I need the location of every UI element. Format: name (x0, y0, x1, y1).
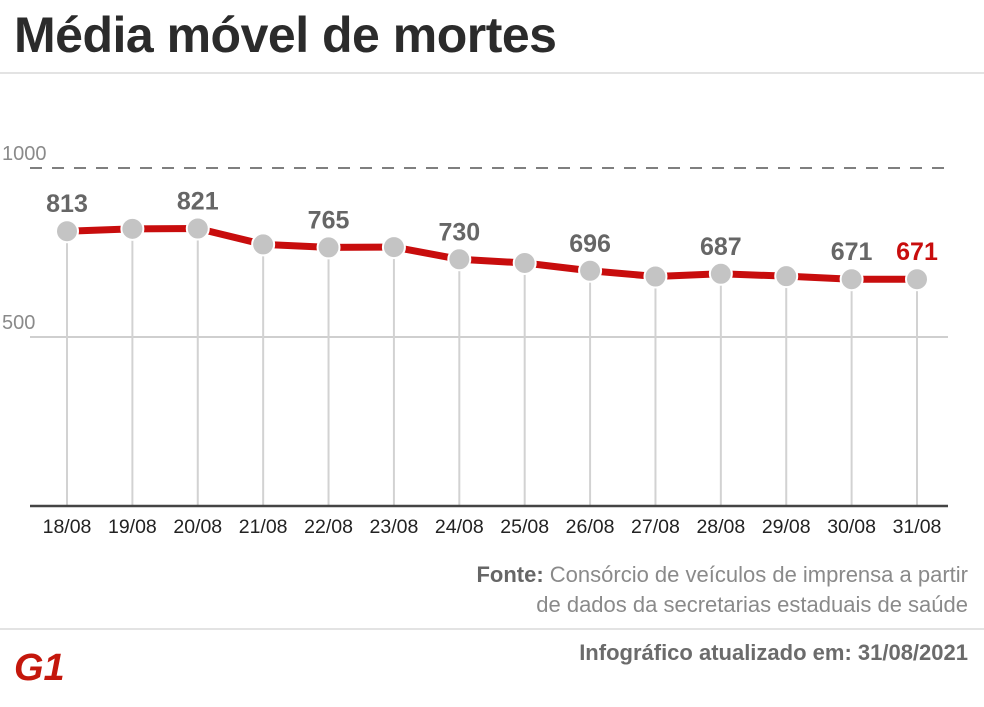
data-point (839, 267, 864, 292)
data-point (447, 247, 472, 272)
data-point (55, 219, 79, 244)
x-tick-label: 29/08 (762, 516, 811, 538)
data-point (905, 267, 929, 292)
x-tick-label: 18/08 (43, 516, 92, 538)
x-tick-label: 21/08 (239, 516, 288, 538)
x-tick-label: 20/08 (173, 516, 222, 538)
data-label: 671 (831, 238, 873, 266)
data-point (578, 258, 603, 283)
x-tick-label: 26/08 (566, 516, 615, 538)
g1-logo-text: G1 (14, 647, 65, 686)
updated-note: Infográfico atualizado em: 31/08/2021 (579, 640, 968, 665)
x-tick-label: 22/08 (304, 516, 353, 538)
data-label: 821 (177, 188, 219, 216)
line-chart: 1000 500 813 821 765 730 696 687 671 671 18/08 19/0… (2, 143, 948, 538)
x-tick-label: 28/08 (696, 516, 745, 538)
chart-title: Média móvel de mortes (14, 7, 557, 63)
data-label: 671 (896, 238, 938, 266)
source-text: Consórcio de veículos de imprensa a part… (549, 562, 968, 587)
data-point (381, 235, 406, 260)
data-point (708, 261, 733, 286)
data-label: 687 (700, 233, 742, 261)
data-label: 696 (569, 230, 611, 258)
data-point (643, 264, 668, 289)
x-tick-label: 24/08 (435, 516, 484, 538)
y-tick-label: 1000 (2, 143, 47, 165)
x-tick-label: 30/08 (827, 516, 876, 538)
source-text-line2: de dados da secretarias estaduais de saú… (536, 592, 968, 617)
x-tick-label: 25/08 (500, 516, 549, 538)
data-label: 730 (438, 218, 480, 246)
data-point (185, 216, 210, 241)
x-tick-label: 27/08 (631, 516, 680, 538)
footer-divider (0, 628, 984, 630)
x-tick-label: 31/08 (893, 516, 942, 538)
source-note: Fonte: Consórcio de veículos de imprensa… (348, 560, 968, 620)
x-tick-label: 19/08 (108, 516, 157, 538)
data-label: 765 (308, 206, 350, 234)
data-point (251, 232, 276, 257)
x-tick-label: 23/08 (370, 516, 419, 538)
data-label: 813 (46, 190, 88, 218)
data-point (512, 250, 537, 275)
y-tick-label: 500 (2, 312, 35, 334)
g1-logo: G1 (14, 647, 65, 686)
data-point (316, 235, 341, 260)
data-point (774, 264, 799, 289)
data-point (120, 216, 145, 241)
title-divider (0, 72, 984, 74)
source-label: Fonte: (476, 562, 544, 587)
